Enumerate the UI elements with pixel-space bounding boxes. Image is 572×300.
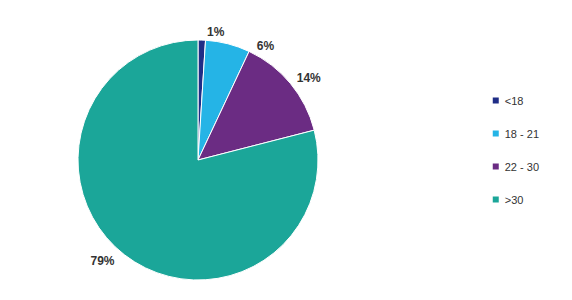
svg-text:79%: 79% [91,254,115,268]
svg-text:14%: 14% [297,71,321,85]
svg-text:<18: <18 [505,95,524,107]
svg-text:22 - 30: 22 - 30 [505,161,539,173]
svg-text:1%: 1% [207,25,225,39]
svg-text:6%: 6% [257,39,275,53]
svg-text:>30: >30 [505,194,524,206]
svg-text:18 - 21: 18 - 21 [505,128,539,140]
